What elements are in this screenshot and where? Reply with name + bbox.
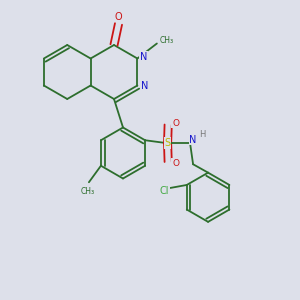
Text: N: N [189,135,197,145]
Text: Cl: Cl [160,186,169,196]
Text: H: H [200,130,206,139]
Text: O: O [172,118,179,128]
Text: N: N [140,52,147,62]
Text: CH₃: CH₃ [80,187,94,196]
Text: O: O [115,11,122,22]
Text: O: O [172,159,179,168]
Text: N: N [141,80,148,91]
Text: CH₃: CH₃ [159,36,173,45]
Text: S: S [164,138,171,148]
